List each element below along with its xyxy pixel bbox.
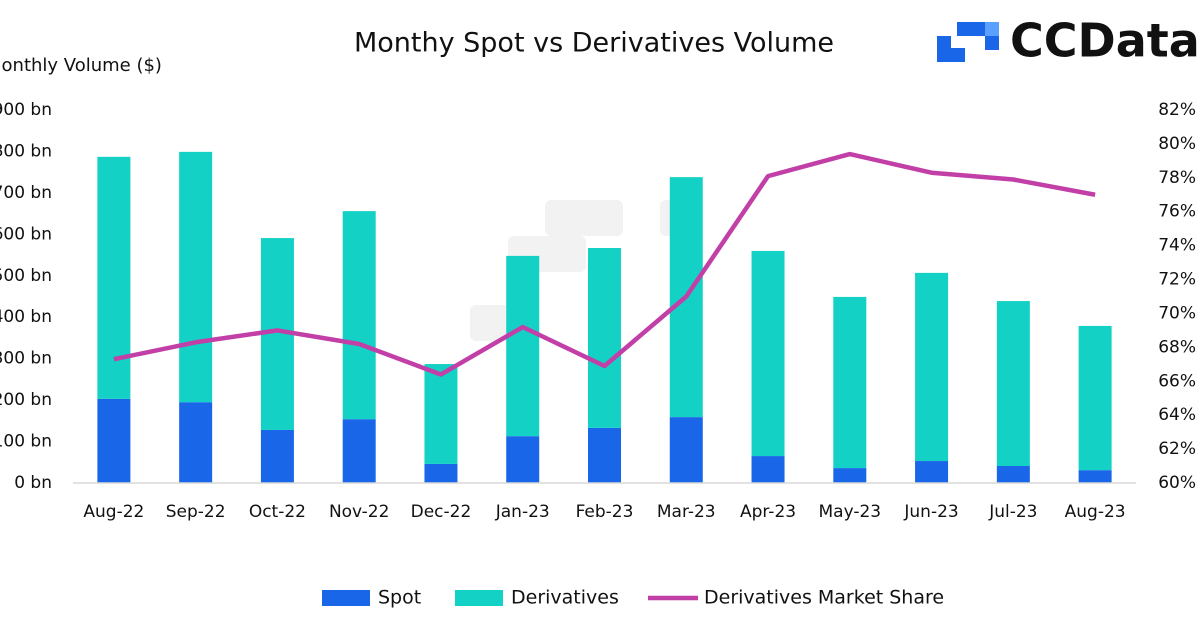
y-tick-label: 200 bn — [0, 390, 52, 410]
x-tick-label: Sep-22 — [166, 502, 226, 522]
bar-segment — [588, 248, 621, 428]
y-tick-label: 800 bn — [0, 141, 52, 161]
legend-label: Derivatives Market Share — [704, 587, 944, 609]
y2-tick-label: 60% — [1158, 473, 1196, 493]
x-tick-label: Apr-23 — [740, 502, 796, 522]
x-tick-label: Oct-22 — [249, 502, 306, 522]
y-axis-title: Monthly Volume ($) — [0, 55, 162, 76]
bar-segment — [424, 463, 458, 483]
x-tick-label: Aug-22 — [83, 502, 144, 522]
bar-segment — [915, 272, 949, 462]
bar-segment — [506, 255, 540, 437]
logo-text: CCData — [1010, 14, 1200, 68]
y2-tick-label: 66% — [1158, 371, 1196, 391]
bar-segment — [97, 156, 131, 399]
y2-tick-label: 82% — [1158, 100, 1196, 120]
bar-segment — [1078, 325, 1112, 471]
bar-segment — [342, 419, 376, 483]
bar-segment — [833, 296, 867, 469]
watermark — [470, 200, 698, 341]
bar-segment — [751, 250, 785, 457]
bar-segment — [260, 429, 294, 483]
y-tick-label: 700 bn — [0, 183, 52, 203]
line-series — [113, 151, 1096, 377]
bar-segment — [833, 468, 867, 483]
y2-tick-label: 78% — [1158, 168, 1196, 188]
y2-tick-label: 76% — [1158, 202, 1196, 222]
x-tick-label: Nov-22 — [329, 502, 390, 522]
bar-segment — [179, 402, 213, 483]
bar-segment — [751, 456, 785, 483]
x-tick-label: Jul-23 — [988, 502, 1037, 522]
y-tick-label: 900 bn — [0, 100, 52, 120]
y2-tick-label: 80% — [1158, 134, 1196, 154]
bar-segment — [996, 301, 1030, 467]
chart-title: Monthy Spot vs Derivatives Volume — [354, 28, 834, 59]
y-tick-label: 100 bn — [0, 432, 52, 452]
x-tick-label: May-23 — [818, 502, 881, 522]
bar-segment — [669, 417, 703, 483]
bar-segment — [506, 436, 540, 483]
legend-label: Derivatives — [511, 587, 619, 609]
bar-segment — [996, 466, 1030, 483]
y2-tick-label: 62% — [1158, 439, 1196, 459]
y2-tick-label: 64% — [1158, 405, 1196, 425]
bar-segment — [424, 364, 458, 464]
y2-tick-label: 70% — [1158, 303, 1196, 323]
logo-icon — [937, 22, 999, 62]
bar-segment — [915, 461, 949, 483]
legend-swatch — [455, 590, 503, 606]
y-tick-label: 600 bn — [0, 224, 52, 244]
bar-segment — [588, 427, 621, 483]
y-tick-label: 0 bn — [14, 473, 52, 493]
bar-segment — [179, 151, 213, 403]
y2-tick-label: 72% — [1158, 270, 1196, 290]
bar-segment — [342, 211, 376, 420]
bar-segment — [1078, 470, 1112, 483]
legend-label: Spot — [378, 587, 421, 609]
x-tick-label: Jun-23 — [903, 502, 958, 522]
x-tick-label: Dec-22 — [411, 502, 472, 522]
y-tick-label: 300 bn — [0, 349, 52, 369]
legend-swatch — [322, 590, 370, 606]
x-tick-label: Jan-23 — [495, 502, 550, 522]
y2-tick-label: 74% — [1158, 236, 1196, 256]
x-tick-label: Feb-23 — [576, 502, 634, 522]
y-tick-label: 400 bn — [0, 307, 52, 327]
x-tick-label: Aug-23 — [1065, 502, 1126, 522]
y2-tick-label: 68% — [1158, 337, 1196, 357]
bar-segment — [97, 398, 131, 483]
x-tick-label: Mar-23 — [657, 502, 716, 522]
y-tick-label: 500 bn — [0, 266, 52, 286]
